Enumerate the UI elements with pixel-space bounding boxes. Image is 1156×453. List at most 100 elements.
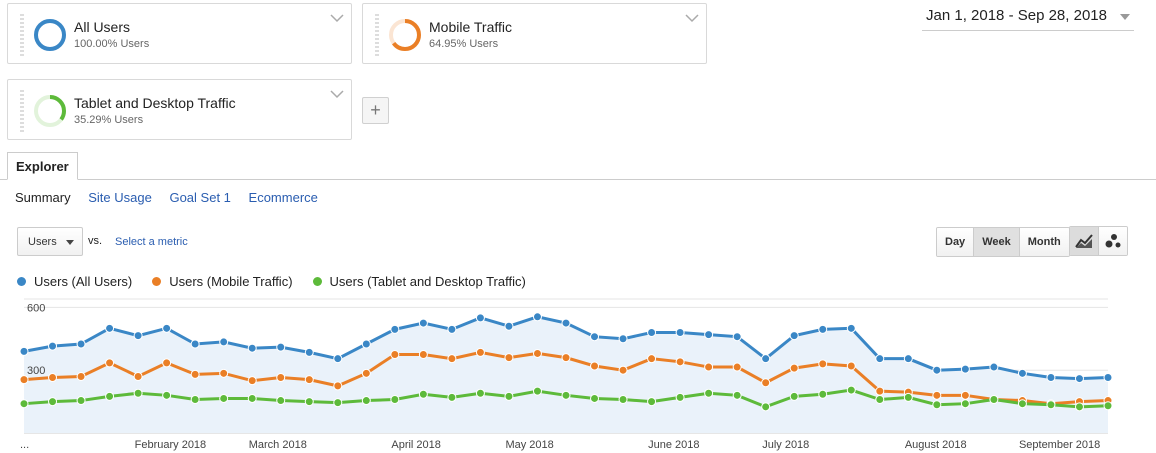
data-point[interactable] [789, 391, 799, 401]
select-metric-link[interactable]: Select a metric [115, 236, 188, 248]
data-point[interactable] [276, 342, 286, 352]
data-point[interactable] [704, 362, 714, 372]
data-point[interactable] [276, 396, 286, 406]
data-point[interactable] [1046, 373, 1056, 383]
data-point[interactable] [475, 388, 485, 398]
data-point[interactable] [675, 328, 685, 337]
data-point[interactable] [532, 386, 542, 396]
motion-chart-button[interactable] [1098, 227, 1127, 255]
data-point[interactable] [846, 385, 856, 395]
data-point[interactable] [48, 397, 58, 407]
data-point[interactable] [1074, 402, 1084, 412]
data-point[interactable] [989, 362, 999, 372]
data-point[interactable] [247, 343, 257, 353]
data-point[interactable] [133, 388, 143, 398]
data-point[interactable] [390, 349, 400, 359]
add-segment-button[interactable]: + [362, 97, 389, 124]
subtab-summary[interactable]: Summary [15, 190, 71, 205]
data-point[interactable] [304, 397, 314, 407]
segment-card-all-users[interactable]: All Users 100.00% Users [7, 3, 352, 64]
data-point[interactable] [475, 347, 485, 357]
data-point[interactable] [761, 378, 771, 388]
data-point[interactable] [1046, 400, 1056, 410]
data-point[interactable] [76, 396, 86, 406]
data-point[interactable] [333, 354, 343, 364]
data-point[interactable] [105, 391, 115, 401]
data-point[interactable] [704, 330, 714, 340]
data-point[interactable] [1103, 401, 1113, 411]
data-point[interactable] [418, 389, 428, 399]
data-point[interactable] [190, 339, 200, 349]
data-point[interactable] [818, 389, 828, 399]
data-point[interactable] [675, 392, 685, 402]
data-point[interactable] [932, 365, 942, 375]
data-point[interactable] [361, 339, 371, 349]
data-point[interactable] [19, 346, 29, 356]
data-point[interactable] [19, 399, 29, 409]
data-point[interactable] [1103, 373, 1113, 383]
data-point[interactable] [219, 368, 229, 378]
data-point[interactable] [447, 392, 457, 402]
segment-card-tablet-desktop[interactable]: Tablet and Desktop Traffic 35.29% Users [7, 79, 352, 140]
data-point[interactable] [789, 363, 799, 373]
data-point[interactable] [590, 361, 600, 371]
data-point[interactable] [76, 339, 86, 349]
data-point[interactable] [418, 349, 428, 359]
data-point[interactable] [618, 365, 628, 375]
data-point[interactable] [875, 354, 885, 364]
data-point[interactable] [618, 334, 628, 344]
data-point[interactable] [447, 354, 457, 364]
tab-explorer[interactable]: Explorer [7, 152, 78, 180]
data-point[interactable] [818, 359, 828, 369]
data-point[interactable] [875, 386, 885, 396]
data-point[interactable] [105, 323, 115, 333]
data-point[interactable] [960, 364, 970, 374]
data-point[interactable] [732, 362, 742, 372]
data-point[interactable] [647, 328, 657, 337]
data-point[interactable] [333, 381, 343, 391]
data-point[interactable] [105, 358, 115, 368]
data-point[interactable] [190, 369, 200, 379]
data-point[interactable] [532, 312, 542, 322]
data-point[interactable] [162, 358, 172, 368]
data-point[interactable] [561, 353, 571, 363]
data-point[interactable] [761, 354, 771, 364]
data-point[interactable] [590, 332, 600, 342]
data-point[interactable] [818, 324, 828, 334]
data-point[interactable] [561, 390, 571, 400]
data-point[interactable] [561, 318, 571, 328]
data-point[interactable] [190, 395, 200, 404]
data-point[interactable] [732, 390, 742, 400]
legend-item[interactable]: Users (All Users) [17, 274, 132, 289]
month-button[interactable]: Month [1019, 228, 1069, 256]
data-point[interactable] [361, 396, 371, 406]
week-button[interactable]: Week [974, 228, 1020, 256]
data-point[interactable] [647, 397, 657, 407]
data-point[interactable] [903, 354, 913, 364]
data-point[interactable] [418, 318, 428, 328]
data-point[interactable] [48, 373, 58, 383]
data-point[interactable] [219, 337, 229, 347]
data-point[interactable] [960, 390, 970, 400]
data-point[interactable] [475, 313, 485, 323]
data-point[interactable] [504, 353, 514, 363]
drag-handle-icon[interactable] [375, 14, 379, 56]
chevron-down-icon[interactable] [329, 12, 345, 24]
chevron-down-icon[interactable] [329, 88, 345, 100]
subtab-goal-set-1[interactable]: Goal Set 1 [169, 190, 231, 205]
data-point[interactable] [162, 390, 172, 400]
data-point[interactable] [1074, 374, 1084, 384]
data-point[interactable] [704, 388, 714, 398]
data-point[interactable] [276, 373, 286, 383]
data-point[interactable] [846, 361, 856, 371]
data-point[interactable] [675, 357, 685, 367]
data-point[interactable] [903, 392, 913, 402]
data-point[interactable] [76, 371, 86, 381]
data-point[interactable] [789, 331, 799, 341]
data-point[interactable] [247, 393, 257, 403]
data-point[interactable] [1017, 368, 1027, 378]
data-point[interactable] [19, 375, 29, 385]
data-point[interactable] [361, 368, 371, 378]
data-point[interactable] [304, 375, 314, 385]
data-point[interactable] [333, 398, 343, 408]
